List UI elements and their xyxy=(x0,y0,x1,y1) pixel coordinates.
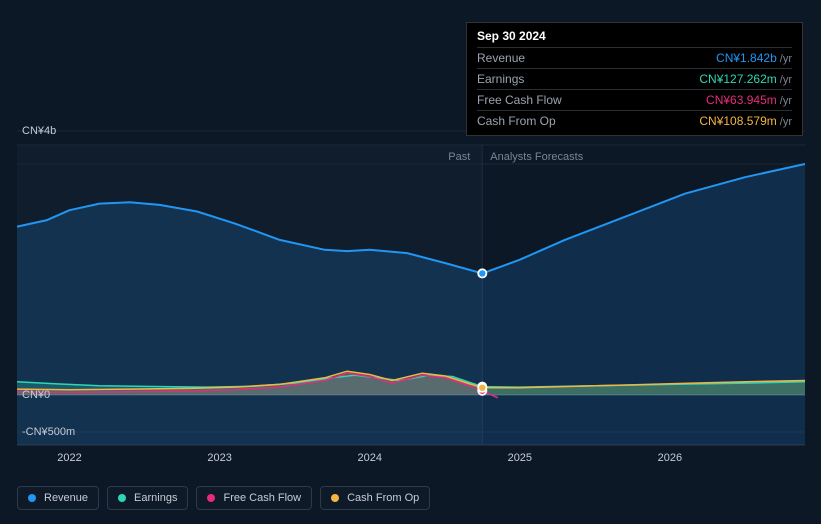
y-axis-label: -CN¥500m xyxy=(22,426,75,438)
tooltip-row: Cash From Op CN¥108.579m/yr xyxy=(477,110,792,131)
x-axis-label: 2026 xyxy=(658,452,682,464)
legend-item-earnings[interactable]: Earnings xyxy=(107,486,188,510)
legend-item-free-cash-flow[interactable]: Free Cash Flow xyxy=(196,486,312,510)
x-axis-label: 2025 xyxy=(508,452,532,464)
tooltip-row: Earnings CN¥127.262m/yr xyxy=(477,68,792,89)
legend-dot-icon xyxy=(28,494,36,502)
tooltip-row: Revenue CN¥1.842b/yr xyxy=(477,47,792,68)
tooltip-metric-label: Cash From Op xyxy=(477,114,556,128)
x-axis-label: 2022 xyxy=(57,452,81,464)
tooltip-metric-value: CN¥108.579m/yr xyxy=(699,114,792,128)
legend-label: Cash From Op xyxy=(347,492,419,504)
legend-dot-icon xyxy=(207,494,215,502)
chart-legend: Revenue Earnings Free Cash Flow Cash From O… xyxy=(17,486,430,510)
tooltip-metric-value: CN¥127.262m/yr xyxy=(699,72,792,86)
y-axis-label: CN¥0 xyxy=(22,389,50,401)
tooltip-metric-label: Revenue xyxy=(477,51,525,65)
tooltip-metric-label: Free Cash Flow xyxy=(477,93,562,107)
legend-label: Revenue xyxy=(44,492,88,504)
legend-label: Free Cash Flow xyxy=(223,492,301,504)
tooltip-date: Sep 30 2024 xyxy=(477,29,792,43)
legend-dot-icon xyxy=(331,494,339,502)
past-region-label: Past xyxy=(448,151,470,163)
forecast-region-label: Analysts Forecasts xyxy=(490,151,583,163)
legend-item-revenue[interactable]: Revenue xyxy=(17,486,99,510)
chart-tooltip: Sep 30 2024 Revenue CN¥1.842b/yr Earnings C… xyxy=(466,22,803,136)
tooltip-metric-value: CN¥63.945m/yr xyxy=(706,93,792,107)
x-axis-label: 2024 xyxy=(357,452,381,464)
y-axis-label: CN¥4b xyxy=(22,125,56,137)
x-axis-label: 2023 xyxy=(207,452,231,464)
tooltip-metric-label: Earnings xyxy=(477,72,524,86)
legend-item-cash-from-op[interactable]: Cash From Op xyxy=(320,486,430,510)
legend-label: Earnings xyxy=(134,492,177,504)
tooltip-row: Free Cash Flow CN¥63.945m/yr xyxy=(477,89,792,110)
tooltip-metric-value: CN¥1.842b/yr xyxy=(716,51,792,65)
legend-dot-icon xyxy=(118,494,126,502)
